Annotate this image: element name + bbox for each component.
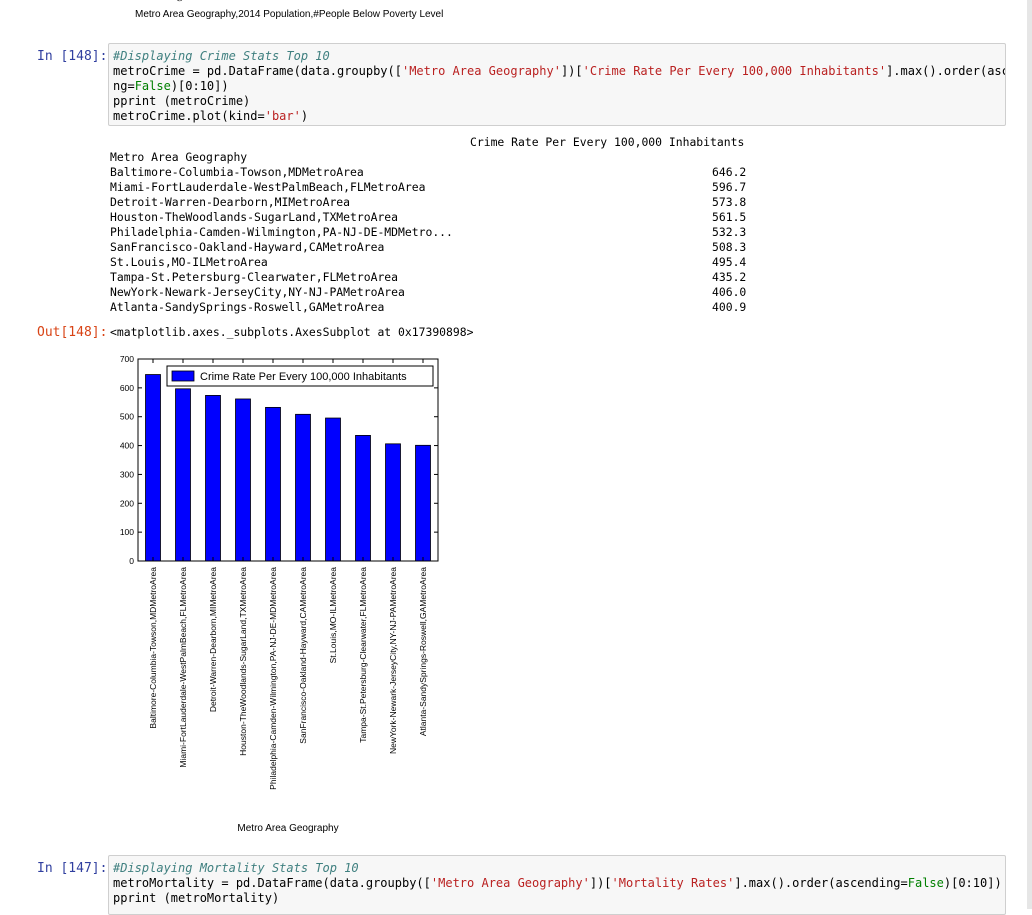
y-tick-label: 500	[120, 412, 134, 422]
code-line: metroCrime.plot(kind='bar')	[113, 109, 309, 123]
table-row-name: Detroit-Warren-Dearborn,MIMetroArea	[110, 195, 351, 209]
table-row-value: 532.3	[712, 225, 747, 239]
chart-bar	[355, 435, 371, 562]
chart-bar	[385, 443, 401, 562]
table-row-value: 406.0	[712, 285, 747, 299]
x-tick-label: SanFrancisco-Oakland-Hayward,CAMetroArea	[298, 567, 308, 744]
axes-repr: <matplotlib.axes._subplots.AxesSubplot a…	[110, 325, 474, 339]
cell-148-code-editor[interactable]: #Displaying Crime Stats Top 10 metroCrime…	[108, 43, 1006, 126]
chart-bar	[415, 444, 431, 562]
x-tick-label: Houston-TheWoodlands-SugarLand,TXMetroAr…	[238, 567, 248, 756]
code-line: #Displaying Mortality Stats Top 10	[113, 861, 359, 875]
chart-bar	[265, 406, 281, 562]
plot-frame	[137, 358, 439, 562]
x-tick-label: NewYork-Newark-JerseyCity,NY-NJ-PAMetroA…	[388, 567, 398, 754]
code-line: metroMortality = pd.DataFrame(data.group…	[113, 876, 1002, 890]
table-row-value: 495.4	[712, 255, 747, 269]
cell-147-code-editor[interactable]: #Displaying Mortality Stats Top 10 metroM…	[108, 855, 1006, 915]
x-tick-label: Tampa-St.Petersburg-Clearwater,FLMetroAr…	[358, 567, 368, 743]
cell-148-in-prompt: In [148]:	[37, 49, 108, 64]
x-axis-label: Metro Area Geography	[237, 823, 338, 834]
chart-bar	[235, 398, 251, 562]
table-row-value: 508.3	[712, 240, 747, 254]
y-tick-label: 400	[120, 441, 134, 451]
table-row-value: 573.8	[712, 195, 747, 209]
table-row-value: 400.9	[712, 300, 747, 314]
code-line: pprint (metroCrime)	[113, 94, 251, 108]
table-row-value: 596.7	[712, 180, 747, 194]
y-tick-label: 300	[120, 469, 134, 479]
x-tick-label: Atlanta-SandySprings-Roswell,GAMetroArea	[418, 567, 428, 736]
table-index-name: Metro Area Geography	[110, 150, 248, 164]
x-tick-label: Baltimore-Columbia-Towson,MDMetroArea	[148, 567, 158, 729]
table-row-name: SanFrancisco-Oakland-Hayward,CAMetroArea	[110, 240, 385, 254]
table-row-name: NewYork-Newark-JerseyCity,NY-NJ-PAMetroA…	[110, 285, 405, 299]
table-row-name: Tampa-St.Petersburg-Clearwater,FLMetroAr…	[110, 270, 399, 284]
table-row-value: 646.2	[712, 165, 747, 179]
y-tick-label: 700	[120, 354, 134, 364]
code-line: #Displaying Crime Stats Top 10	[113, 49, 330, 63]
x-tick-label: St.Louis,MO-ILMetroArea	[328, 567, 338, 664]
table-row-value: 561.5	[712, 210, 747, 224]
chart-bar	[205, 395, 221, 562]
chart-bar	[145, 374, 161, 562]
code-line: pprint (metroMortality)	[113, 891, 280, 905]
cell-148-out-prompt: Out[148]:	[37, 325, 108, 340]
previous-chart-glyph: ℰ	[176, 0, 183, 4]
code-line: ng=False)[0:10])	[113, 79, 229, 93]
legend-label: Crime Rate Per Every 100,000 Inhabitants	[200, 371, 407, 383]
table-row-name: Houston-TheWoodlands-SugarLand,TXMetroAr…	[110, 210, 399, 224]
table-row-name: Philadelphia-Camden-Wilmington,PA-NJ-DE-…	[110, 225, 453, 239]
cell-147-in-prompt: In [147]:	[37, 861, 108, 876]
code-line: metroCrime = pd.DataFrame(data.groupby([…	[113, 64, 1005, 78]
crime-rate-bar-chart: 0 100 200 300 400 500 600 700 Baltimore-Columbia…	[120, 354, 439, 834]
table-row-value: 435.2	[712, 270, 747, 284]
legend-box	[166, 365, 434, 387]
table-row-name: Baltimore-Columbia-Towson,MDMetroArea	[110, 165, 364, 179]
y-tick-label: 600	[120, 383, 134, 393]
y-tick-label: 0	[129, 556, 134, 566]
y-tick-label: 200	[120, 498, 134, 508]
legend-swatch	[171, 370, 195, 382]
x-tick-label: Philadelphia-Camden-Wilmington,PA-NJ-DE-…	[268, 567, 278, 790]
chart-bar	[295, 413, 311, 562]
table-row-name: Miami-FortLauderdale-WestPalmBeach,FLMet…	[110, 180, 426, 194]
x-tick-label: Detroit-Warren-Dearborn,MIMetroArea	[208, 567, 218, 712]
previous-chart-xlabel: Metro Area Geography,2014 Population,#Pe…	[135, 9, 444, 20]
y-tick-label: 100	[120, 527, 134, 537]
chart-bar	[175, 388, 191, 562]
page-scrollbar[interactable]	[1027, 0, 1032, 909]
table-row-name: St.Louis,MO-ILMetroArea	[110, 255, 268, 269]
table-header: Crime Rate Per Every 100,000 Inhabitants	[470, 135, 745, 149]
chart-bar	[325, 417, 341, 562]
x-tick-label: Miami-FortLauderdale-WestPalmBeach,FLMet…	[178, 567, 188, 768]
table-row-name: Atlanta-SandySprings-Roswell,GAMetroArea	[110, 300, 385, 314]
